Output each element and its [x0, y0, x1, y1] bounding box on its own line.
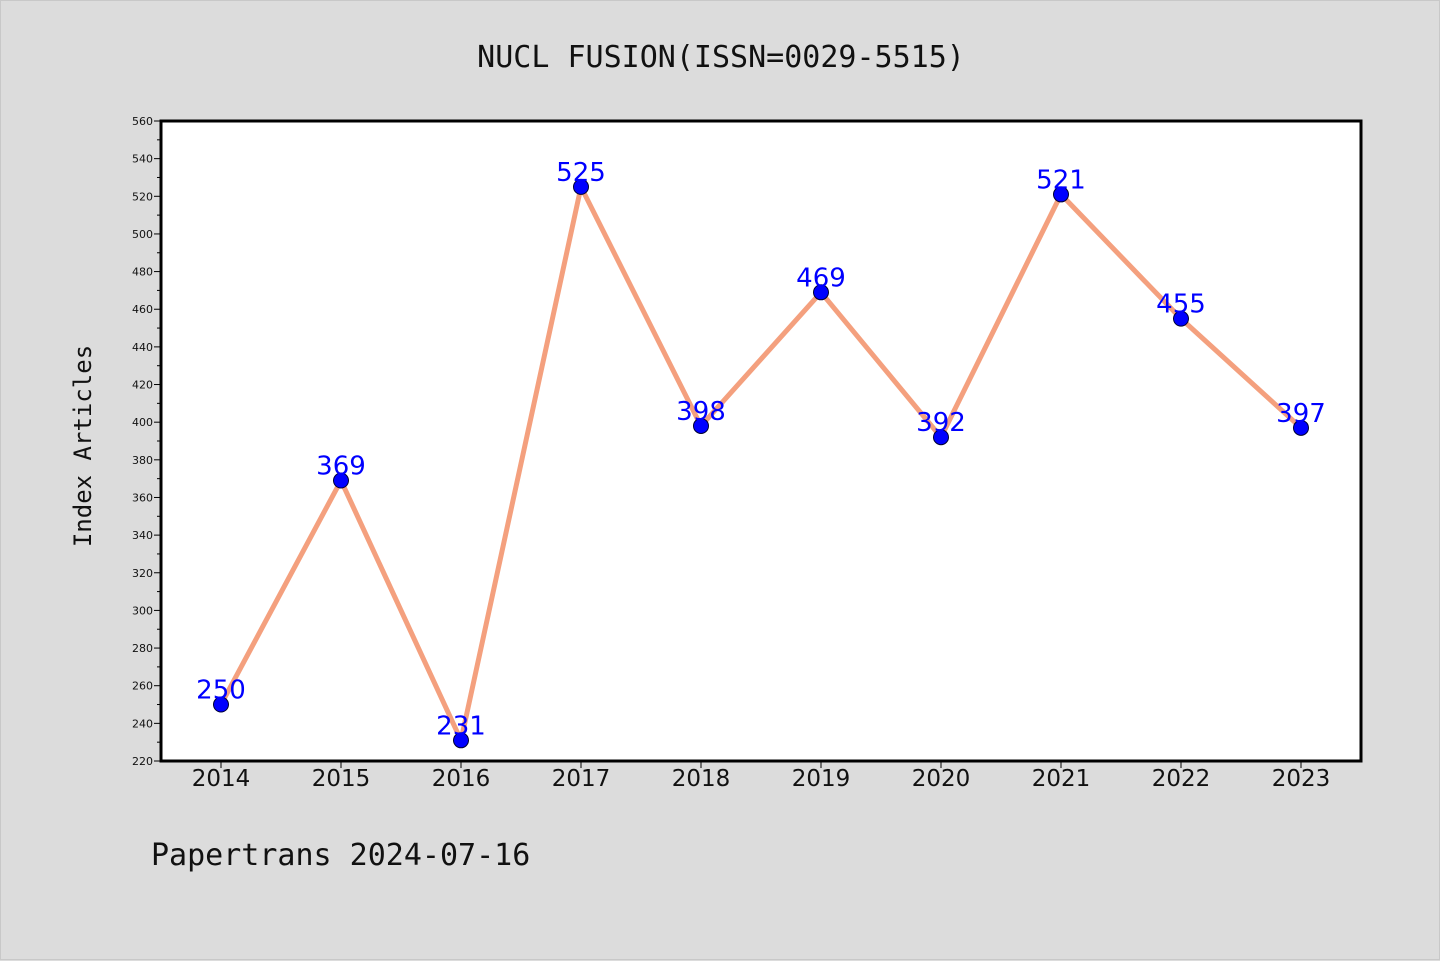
data-label-2019: 469 — [796, 263, 846, 293]
y-tick-label: 400 — [132, 416, 153, 429]
data-point-2016 — [453, 732, 469, 749]
data-label-2022: 455 — [1156, 290, 1206, 320]
x-tick-label: 2023 — [1272, 766, 1331, 792]
x-tick-label: 2019 — [792, 766, 851, 792]
y-axis: 220 240 260 280 300 320 340 360 380 400 420 440 460 4… — [132, 115, 161, 768]
x-tick-label: 2014 — [192, 766, 251, 792]
data-labels: 250 369 231 525 398 469 392 521 455 397 — [196, 158, 1326, 741]
x-tick-label: 2022 — [1152, 766, 1211, 792]
data-label-2014: 250 — [196, 676, 246, 706]
y-tick-label: 260 — [132, 680, 153, 693]
data-point-2014 — [213, 696, 229, 713]
data-label-2016: 231 — [436, 711, 486, 741]
y-tick-label: 300 — [132, 604, 153, 617]
data-label-2021: 521 — [1036, 165, 1086, 195]
y-tick-label: 280 — [132, 642, 153, 655]
y-tick-label: 240 — [132, 717, 153, 730]
y-tick-label: 520 — [132, 190, 153, 203]
y-tick-label: 440 — [132, 341, 153, 354]
y-axis-label: Index Articles — [69, 345, 97, 547]
chart-title: NUCL FUSION(ISSN=0029-5515) — [477, 40, 965, 75]
y-tick-label: 500 — [132, 228, 153, 241]
data-point-2020 — [933, 429, 949, 446]
data-label-2015: 369 — [316, 452, 366, 482]
y-tick-label: 380 — [132, 454, 153, 467]
y-tick-label: 420 — [132, 379, 153, 392]
plot-area — [159, 119, 1363, 763]
y-tick-label: 340 — [132, 529, 153, 542]
data-point-2021 — [1053, 186, 1069, 203]
data-point-2017 — [573, 178, 589, 195]
data-point-2018 — [693, 417, 709, 434]
y-tick-label: 320 — [132, 567, 153, 580]
data-point-2019 — [813, 284, 829, 301]
y-tick-label: 480 — [132, 266, 153, 279]
data-point-2015 — [333, 472, 349, 489]
x-tick-label: 2018 — [672, 766, 731, 792]
footer-credit: Papertrans 2024-07-16 — [151, 838, 530, 873]
x-tick-label: 2021 — [1032, 766, 1091, 792]
data-point-2022 — [1173, 310, 1189, 327]
y-tick-label: 360 — [132, 491, 153, 504]
x-tick-label: 2015 — [312, 766, 371, 792]
x-tick-label: 2020 — [912, 766, 971, 792]
data-markers — [213, 178, 1309, 749]
data-label-2020: 392 — [916, 408, 966, 438]
data-label-2017: 525 — [556, 158, 606, 188]
y-tick-label: 460 — [132, 303, 153, 316]
y-tick-label: 560 — [132, 115, 153, 128]
data-label-2018: 398 — [676, 397, 726, 427]
data-point-2023 — [1293, 419, 1309, 436]
x-tick-label: 2016 — [432, 766, 491, 792]
y-tick-label: 220 — [132, 755, 153, 768]
x-tick-label: 2017 — [552, 766, 611, 792]
series-line — [218, 184, 1303, 743]
x-axis: 2014 2015 2016 2017 2018 2019 2020 2021 2022 2023 — [192, 761, 1331, 792]
y-tick-label: 540 — [132, 153, 153, 166]
data-label-2023: 397 — [1276, 399, 1326, 429]
